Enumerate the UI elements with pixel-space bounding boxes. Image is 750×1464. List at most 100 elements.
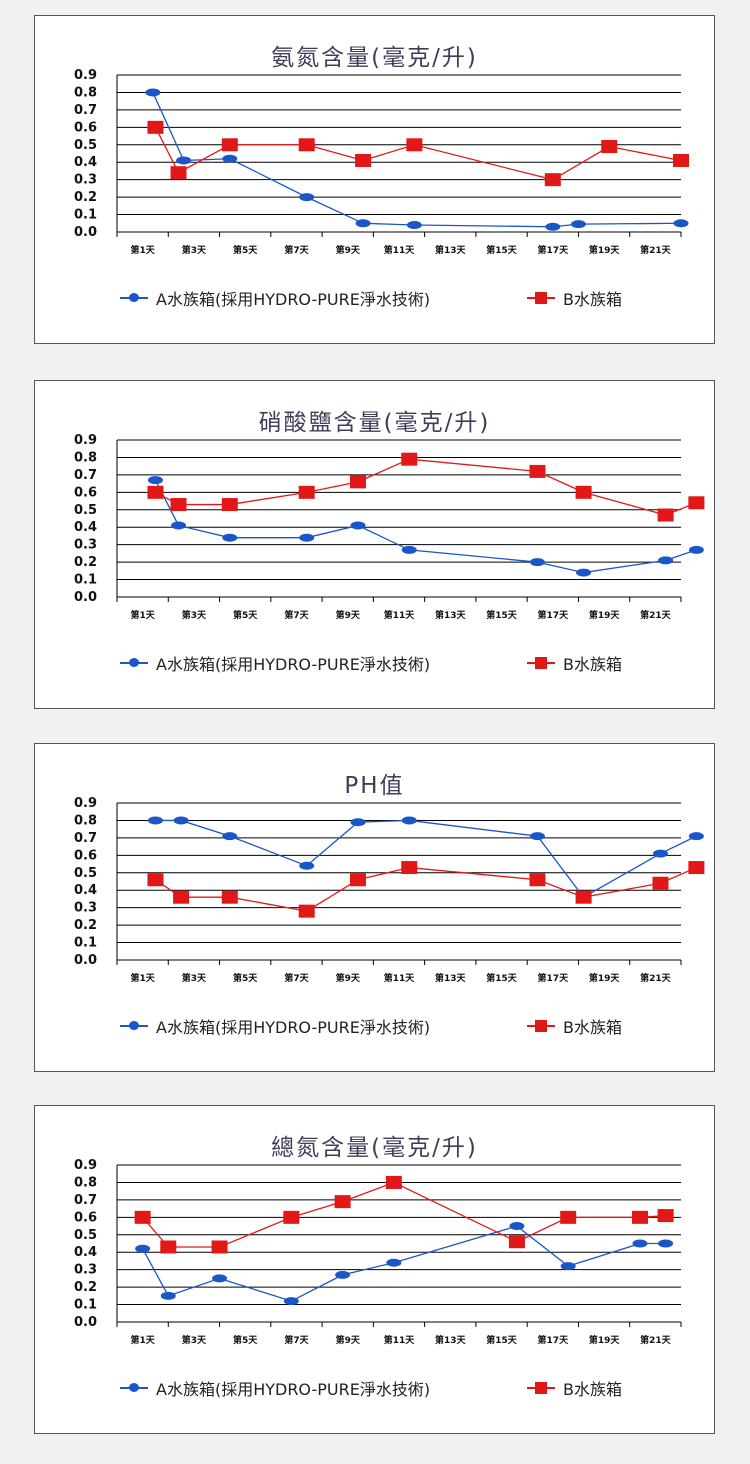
x-tick-label: 第11天 [384,1334,416,1346]
data-point-a [658,556,674,565]
x-tick-label: 第19天 [589,972,621,984]
legend-swatch-a [120,656,148,670]
x-tick-label: 第1天 [131,1334,156,1346]
data-point-b [652,876,669,890]
data-point-a [176,156,192,165]
data-point-a [222,832,238,841]
data-point-a [509,1222,525,1231]
data-point-a [688,545,704,554]
legend-item-b: B水族箱 [527,651,622,675]
x-tick-label: 第11天 [384,244,416,256]
y-tick-label: 0.4 [74,883,97,898]
x-tick-label: 第21天 [640,609,672,621]
data-point-b [631,1210,648,1224]
y-tick-label: 0.8 [74,450,97,465]
data-point-a [355,219,371,228]
chart-panel-ammonia: 氨氮含量(毫克/升) 0.0 0.1 0.2 0.3 0.4 0.5 0.6 0.7 0.8 0.… [34,15,715,344]
y-tick-label: 0.8 [74,1175,97,1190]
x-tick-label: 第21天 [640,1334,672,1346]
data-point-a [632,1239,648,1248]
data-point-b [544,173,561,187]
y-tick-label: 0.8 [74,813,97,828]
x-tick-label: 第3天 [182,972,207,984]
y-tick-label: 0.8 [74,85,97,100]
data-point-a [135,1244,151,1253]
data-point-a [299,861,315,870]
chart-plot: 0.0 0.1 0.2 0.3 0.4 0.5 0.6 0.7 0.8 0.9 第1天 第3天 第5天 第… [74,68,689,256]
data-point-a [147,476,163,485]
data-point-a [658,1239,674,1248]
legend-swatch-a [120,1381,148,1395]
y-tick-label: 0.5 [74,503,97,518]
x-tick-label: 第17天 [538,609,570,621]
data-point-b [575,890,592,904]
chart-panel-ph: PH值 0.0 0.1 0.2 0.3 0.4 0.5 0.6 0.7 0.8 0.9 第1天 第3天… [34,743,715,1072]
data-point-b [385,1175,402,1189]
y-tick-label: 0.6 [74,1210,97,1225]
x-tick-label: 第7天 [284,244,309,256]
legend-swatch-b [527,1381,555,1395]
y-tick-label: 0.2 [74,918,97,933]
x-tick-label: 第15天 [486,609,518,621]
data-point-a [335,1270,351,1279]
data-point-b [401,861,418,875]
data-point-a [570,220,586,229]
x-tick-label: 第9天 [336,609,361,621]
y-tick-label: 0.3 [74,901,97,916]
data-point-b [529,464,546,478]
data-point-b [529,873,546,887]
data-point-b [298,485,315,499]
x-tick-label: 第5天 [233,972,258,984]
data-point-b [134,1210,151,1224]
legend-swatch-b [527,291,555,305]
x-tick-label: 第21天 [640,244,672,256]
y-tick-label: 0.6 [74,848,97,863]
data-point-a [145,88,161,97]
data-point-b [221,498,238,512]
chart-title: 硝酸鹽含量(毫克/升) [258,410,491,436]
data-point-a [401,816,417,825]
data-point-a [688,832,704,841]
y-tick-label: 0.4 [74,1245,97,1260]
x-tick-label: 第3天 [182,1334,207,1346]
x-tick-label: 第15天 [486,972,518,984]
x-tick-label: 第7天 [284,609,309,621]
y-tick-label: 0.1 [74,1298,97,1313]
y-tick-label: 0.2 [74,555,97,570]
data-point-a [160,1291,176,1300]
legend-label-b: B水族箱 [563,1018,622,1037]
legend-item-b: B水族箱 [527,1014,622,1038]
legend-item-a: A水族箱(採用HYDRO-PURE淨水技術) [120,651,430,675]
x-tick-label: 第7天 [284,972,309,984]
data-point-b [298,904,315,918]
legend-label-b: B水族箱 [563,1380,622,1399]
x-tick-label: 第19天 [589,1334,621,1346]
legend-swatch-a [120,291,148,305]
legend-item-a: A水族箱(採用HYDRO-PURE淨水技術) [120,1014,430,1038]
data-point-a [173,816,189,825]
chart-plot: 0.0 0.1 0.2 0.3 0.4 0.5 0.6 0.7 0.8 0.9 第1天 第3天 第5天 第… [74,796,705,984]
series-line-a [155,819,697,899]
y-tick-label: 0.0 [74,953,97,968]
x-tick-label: 第19天 [589,609,621,621]
x-tick-label: 第13天 [435,1334,467,1346]
x-tick-label: 第9天 [336,1334,361,1346]
x-tick-label: 第13天 [435,609,467,621]
data-point-b [160,1240,177,1254]
data-point-b [508,1235,525,1249]
data-point-a [529,558,545,567]
chart-title: PH值 [344,773,405,799]
y-tick-label: 0.7 [74,468,97,483]
chart-legend: A水族箱(採用HYDRO-PURE淨水技術) B水族箱 [35,651,714,679]
data-point-b [601,140,618,154]
x-tick-label: 第17天 [538,972,570,984]
data-point-b [657,1209,674,1223]
y-tick-label: 0.7 [74,831,97,846]
chart-legend: A水族箱(採用HYDRO-PURE淨水技術) B水族箱 [35,286,714,314]
x-tick-label: 第9天 [336,244,361,256]
data-point-a [545,222,561,231]
y-tick-label: 0.9 [74,796,97,811]
data-point-b [349,873,366,887]
y-tick-label: 0.5 [74,138,97,153]
x-tick-label: 第5天 [233,609,258,621]
